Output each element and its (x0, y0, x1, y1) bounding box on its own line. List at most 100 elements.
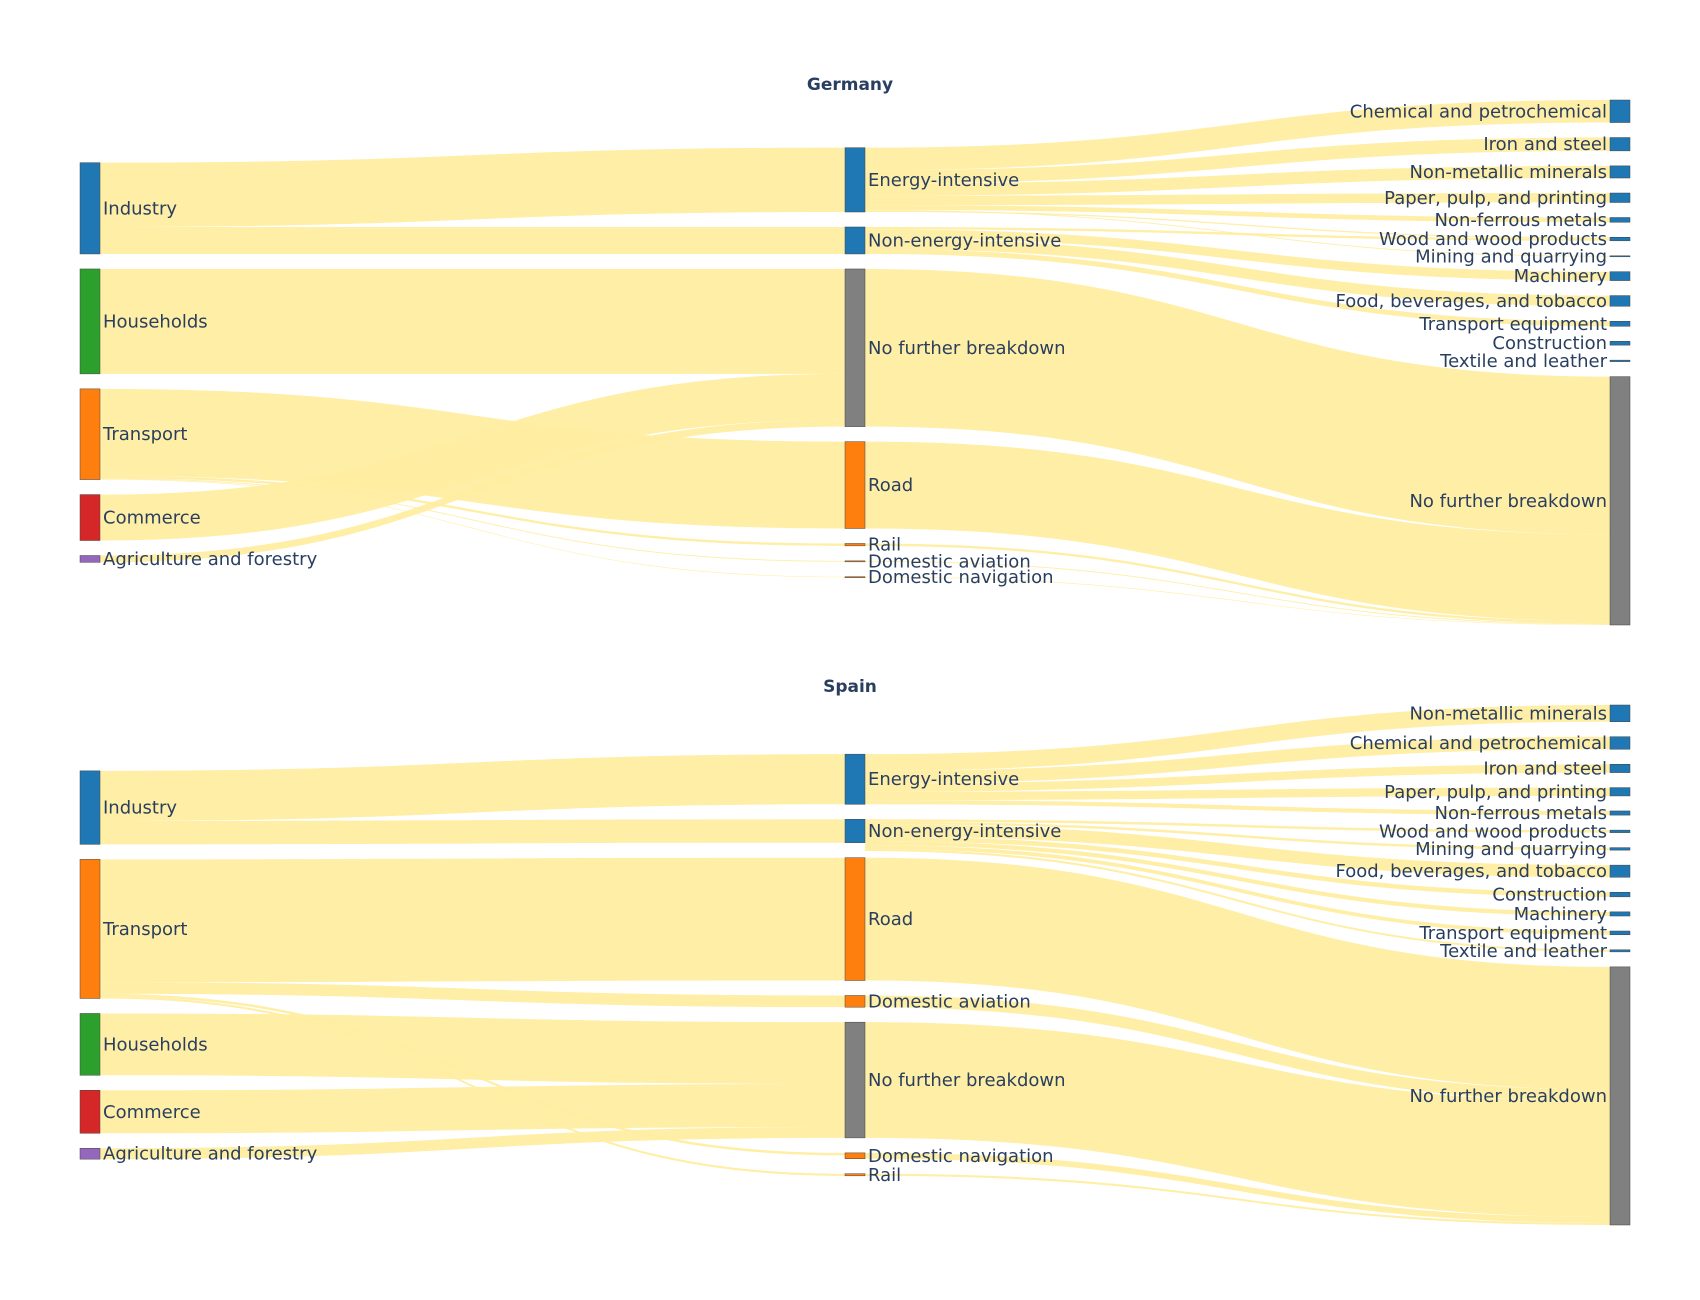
link-nei-to-mach (865, 229, 1610, 281)
nodes: Industry Transport Households Commerce Agric… (79, 703, 1631, 1226)
node-road[interactable] (844, 441, 866, 529)
link-ei-to-chem (865, 736, 1610, 784)
node-label-chem: Chemical and petrochemical (1350, 101, 1607, 122)
node-label-tre: Transport equipment (1418, 923, 1607, 944)
link-ei-to-chem (865, 100, 1610, 171)
node-hh[interactable] (79, 1013, 101, 1076)
node-label-nfm: Non-ferrous metals (1435, 803, 1607, 824)
node-mach[interactable] (1609, 271, 1631, 281)
node-tex[interactable] (1609, 949, 1631, 953)
node-com[interactable] (79, 1090, 101, 1134)
node-nfb1[interactable] (844, 1021, 866, 1139)
node-label-ei: Energy-intensive (868, 769, 1019, 790)
node-rail[interactable] (844, 543, 866, 547)
link-nei-to-food (865, 824, 1610, 878)
panel-title: Spain (823, 677, 877, 697)
link-rail-to-nfb2 (865, 543, 1610, 624)
node-cons[interactable] (1609, 891, 1631, 898)
link-nei-to-tre (865, 845, 1610, 935)
node-nfm[interactable] (1609, 217, 1631, 223)
node-label-min: Mining and quarrying (1415, 246, 1607, 267)
node-wood[interactable] (1609, 829, 1631, 833)
node-label-cons: Construction (1492, 885, 1607, 906)
node-nfm[interactable] (1609, 810, 1631, 816)
node-nfb1[interactable] (844, 268, 866, 427)
node-label-dnav: Domestic navigation (868, 567, 1054, 588)
node-label-ind: Industry (103, 798, 177, 819)
link-ei-to-wood (865, 210, 1610, 239)
node-label-nmm: Non-metallic minerals (1409, 162, 1607, 183)
node-tre[interactable] (1609, 930, 1631, 936)
node-min[interactable] (1609, 255, 1631, 258)
node-label-tra: Transport (102, 919, 187, 940)
link-ind-to-nei (100, 819, 845, 845)
node-label-ei: Energy-intensive (868, 170, 1019, 191)
node-label-min: Mining and quarrying (1415, 839, 1607, 860)
node-label-wood: Wood and wood products (1379, 229, 1607, 250)
node-min[interactable] (1609, 847, 1631, 851)
node-ei[interactable] (844, 753, 866, 805)
node-ei[interactable] (844, 147, 866, 213)
node-label-food: Food, beverages, and tobacco (1335, 861, 1607, 882)
node-ind[interactable] (79, 770, 101, 845)
nodes: Industry Households Transport Commerce Agric… (79, 99, 1631, 626)
link-ei-to-iron (865, 764, 1610, 792)
node-nfb2[interactable] (1609, 376, 1631, 626)
node-label-tex: Textile and leather (1439, 941, 1607, 962)
node-nmm[interactable] (1609, 165, 1631, 179)
node-label-road: Road (868, 475, 913, 496)
node-food[interactable] (1609, 864, 1631, 878)
node-com[interactable] (79, 494, 101, 541)
link-road-to-nfb2 (865, 441, 1610, 622)
node-label-dav: Domestic aviation (868, 551, 1031, 572)
sankey-panel-spain: Spain Industry Transport Households Commerce… (79, 677, 1631, 1226)
node-pap[interactable] (1609, 787, 1631, 797)
node-iron[interactable] (1609, 763, 1631, 773)
node-dav[interactable] (844, 560, 866, 563)
sankey-panel-germany: Germany Industry Households Transport Commer… (79, 75, 1631, 626)
node-label-rail: Rail (868, 535, 901, 556)
link-tra-to-dav (100, 982, 845, 1008)
node-rail[interactable] (844, 1173, 866, 1177)
node-iron[interactable] (1609, 137, 1631, 152)
node-tra[interactable] (79, 859, 101, 999)
node-chem[interactable] (1609, 99, 1631, 123)
link-tra-to-dav (100, 478, 845, 562)
node-pap[interactable] (1609, 192, 1631, 203)
link-agr-to-nfb1 (100, 419, 845, 563)
node-tra[interactable] (79, 388, 101, 480)
node-nei[interactable] (844, 819, 866, 843)
node-agr[interactable] (79, 555, 101, 563)
node-mach[interactable] (1609, 911, 1631, 917)
node-tex[interactable] (1609, 359, 1631, 362)
node-tre[interactable] (1609, 321, 1631, 327)
link-nfb1-to-nfb2 (865, 1022, 1610, 1218)
link-tra-to-dnav (100, 478, 845, 578)
node-nei[interactable] (844, 226, 866, 255)
node-label-mach: Machinery (1514, 266, 1608, 287)
node-label-nfb2: No further breakdown (1409, 1086, 1607, 1107)
link-dav-to-nfb2 (865, 560, 1610, 625)
node-dnav[interactable] (844, 576, 866, 578)
link-nei-to-food (865, 238, 1610, 307)
link-ei-to-pap (865, 787, 1610, 801)
link-tra-to-rail (100, 996, 845, 1176)
node-label-nfb1: No further breakdown (868, 338, 1066, 359)
node-agr[interactable] (79, 1148, 101, 1160)
node-dnav[interactable] (844, 1152, 866, 1159)
panel-title: Germany (807, 75, 893, 95)
link-ei-to-nmm (865, 165, 1610, 196)
node-cons[interactable] (1609, 341, 1631, 346)
node-food[interactable] (1609, 295, 1631, 307)
node-hh[interactable] (79, 268, 101, 375)
node-wood[interactable] (1609, 236, 1631, 242)
node-label-pap: Paper, pulp, and printing (1384, 782, 1607, 803)
node-label-nei: Non-energy-intensive (868, 230, 1061, 251)
node-chem[interactable] (1609, 736, 1631, 750)
node-road[interactable] (844, 857, 866, 981)
node-label-wood: Wood and wood products (1379, 821, 1607, 842)
node-dav[interactable] (844, 995, 866, 1008)
node-nmm[interactable] (1609, 704, 1631, 722)
node-nfb2[interactable] (1609, 966, 1631, 1226)
node-ind[interactable] (79, 162, 101, 255)
